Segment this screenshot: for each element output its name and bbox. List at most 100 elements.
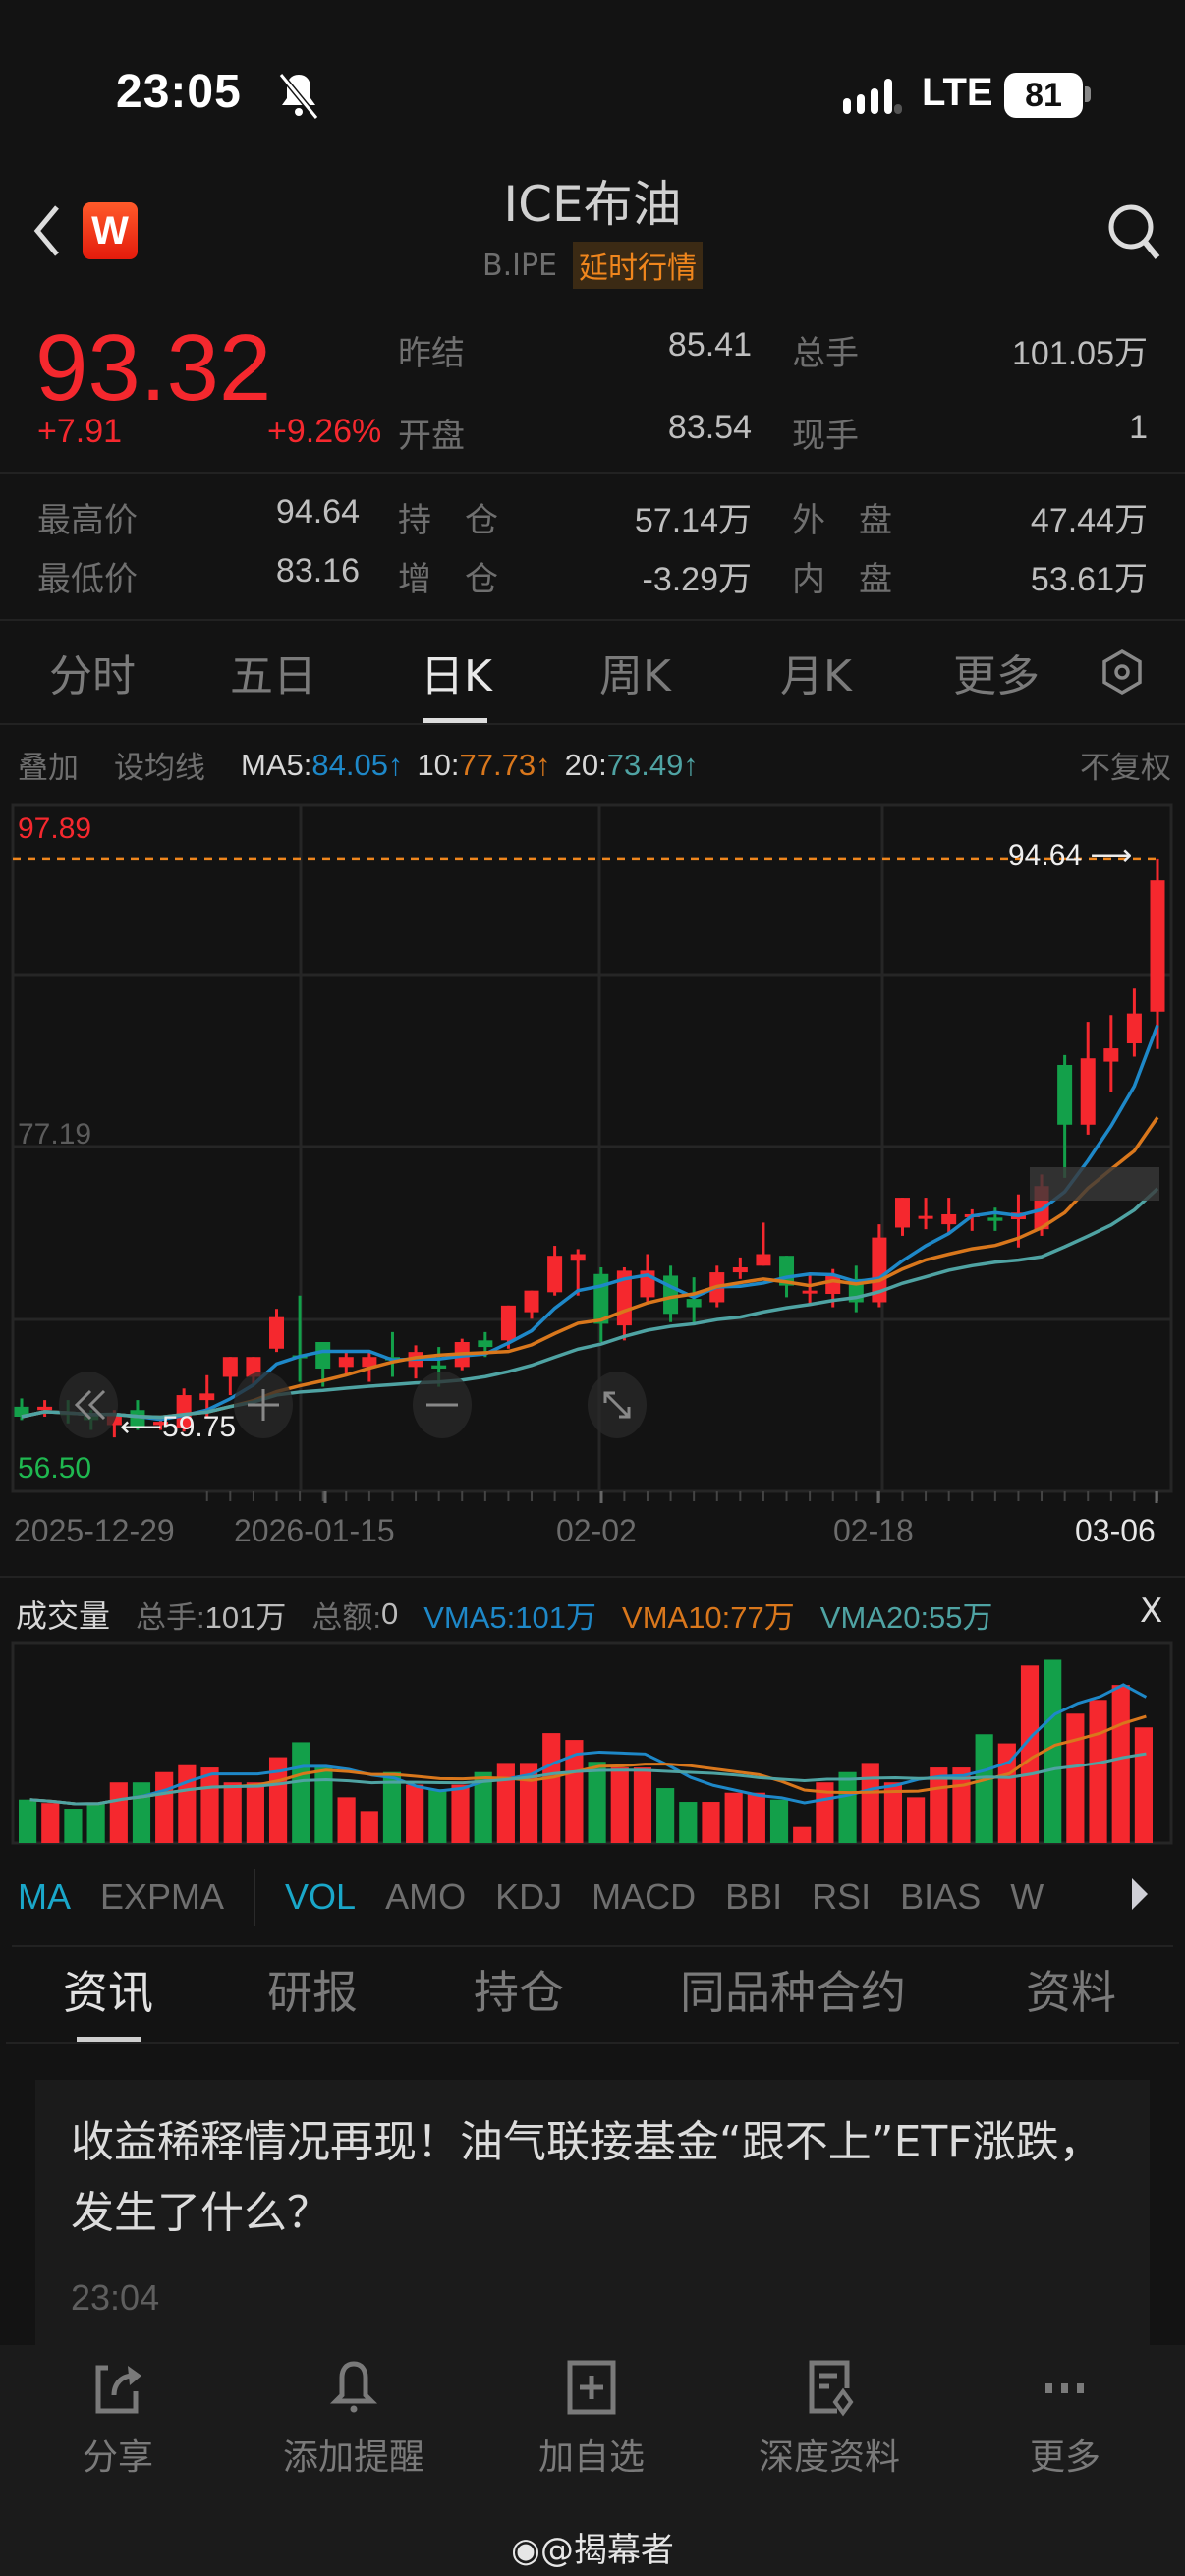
tab-intraday[interactable]: 分时 bbox=[49, 651, 136, 701]
field-label-total-volume: 总手 bbox=[792, 334, 859, 373]
share-button[interactable]: 分享 bbox=[20, 2358, 216, 2480]
add-watchlist-icon bbox=[567, 2360, 616, 2415]
more-icon bbox=[1045, 2383, 1084, 2393]
field-label-oi-change: 增 仓 bbox=[398, 560, 498, 599]
tab-monthly-k[interactable]: 月K bbox=[780, 651, 852, 701]
app-logo[interactable]: W bbox=[83, 202, 138, 259]
fullscreen-button[interactable] bbox=[588, 1372, 647, 1438]
add-watchlist-button[interactable]: 加自选 bbox=[493, 2358, 690, 2480]
tab-daily-k[interactable]: 日K bbox=[421, 651, 492, 701]
vma10-value: VMA10:77万 bbox=[622, 1599, 795, 1635]
deep-data-button[interactable]: 深度资料 bbox=[731, 2358, 928, 2480]
svg-text:56.50: 56.50 bbox=[18, 1452, 91, 1484]
last-price: 93.32 bbox=[35, 315, 272, 420]
date-label: 2026-01-15 bbox=[234, 1513, 395, 1548]
date-label: 02-18 bbox=[833, 1513, 914, 1548]
scroll-left-button[interactable] bbox=[59, 1372, 118, 1438]
status-time: 23:05 bbox=[116, 66, 242, 118]
adjustment-selector[interactable]: 不复权 bbox=[1080, 751, 1171, 786]
overlay-button[interactable]: 叠加 bbox=[18, 751, 79, 785]
news-item[interactable] bbox=[35, 2080, 1150, 2345]
zoom-in-button[interactable] bbox=[234, 1372, 293, 1438]
price-change-pct: +9.26% bbox=[267, 413, 382, 450]
more-actions-button[interactable]: 更多 bbox=[967, 2358, 1163, 2480]
indicator-divider bbox=[12, 1945, 1173, 1947]
ma10-label: 10: bbox=[417, 747, 460, 782]
tab-research[interactable]: 研报 bbox=[267, 1966, 358, 2019]
tab-same-contracts[interactable]: 同品种合约 bbox=[680, 1966, 906, 2019]
subtitle-row: B.IPE 延时行情 bbox=[0, 242, 1185, 289]
indicator-tab-amo[interactable]: AMO bbox=[385, 1876, 467, 1917]
field-label-low: 最低价 bbox=[37, 560, 138, 599]
indicator-tab-kdj[interactable]: KDJ bbox=[495, 1876, 563, 1917]
chart-settings-icon[interactable] bbox=[1099, 648, 1146, 696]
tab-profile[interactable]: 资料 bbox=[1026, 1966, 1116, 2019]
field-label-prev-settle: 昨结 bbox=[398, 334, 465, 373]
indicator-tab-w[interactable]: W bbox=[1010, 1876, 1044, 1917]
field-value-prev-settle: 85.41 bbox=[667, 326, 752, 364]
tab-positions[interactable]: 持仓 bbox=[474, 1966, 564, 2019]
active-tab-indicator bbox=[423, 718, 487, 725]
ma5-label: MA5: bbox=[241, 747, 312, 782]
date-axis: 2025-12-29 2026-01-15 02-02 02-18 03-06 bbox=[0, 1513, 1185, 1552]
watermark-text: @揭幕者 bbox=[539, 2531, 674, 2570]
indicator-tab-vol[interactable]: VOL bbox=[285, 1876, 357, 1917]
tabs-divider bbox=[0, 723, 1185, 725]
ma10-value: 77.73↑ bbox=[459, 747, 551, 782]
add-alert-button[interactable]: 添加提醒 bbox=[255, 2358, 452, 2480]
field-value-current-hand: 1 bbox=[1129, 409, 1148, 446]
back-button[interactable] bbox=[28, 201, 67, 260]
volume-chart bbox=[11, 1641, 1173, 1845]
info-tabs-divider bbox=[6, 2042, 1179, 2044]
volume-header: 成交量 总手: 101万 总额: 0 VMA5:101万 VMA10:77万 V… bbox=[16, 1592, 993, 1637]
weibo-icon: ◉ bbox=[511, 2531, 540, 2570]
indicator-tab-bias[interactable]: BIAS bbox=[900, 1876, 982, 1917]
close-volume-button[interactable]: X bbox=[1140, 1592, 1163, 1631]
report-icon bbox=[809, 2360, 854, 2417]
price-change: +7.91 bbox=[37, 413, 123, 450]
set-ma-button[interactable]: 设均线 bbox=[114, 751, 205, 785]
quote-divider bbox=[0, 472, 1185, 474]
total-amount-label: 总额: bbox=[311, 1599, 381, 1635]
indicator-tab-bbi[interactable]: BBI bbox=[725, 1876, 783, 1917]
search-icon[interactable] bbox=[1104, 200, 1163, 263]
total-amount-value: 0 bbox=[381, 1596, 399, 1631]
field-value-high: 94.64 bbox=[275, 493, 360, 531]
ma20-label: 20: bbox=[564, 747, 607, 782]
bell-muted-icon bbox=[278, 73, 319, 120]
field-label-inner: 内 盘 bbox=[792, 560, 892, 599]
date-label-current: 03-06 bbox=[1075, 1513, 1156, 1548]
total-hand-label: 总手: bbox=[136, 1599, 205, 1635]
tab-more[interactable]: 更多 bbox=[953, 651, 1040, 701]
field-label-current-hand: 现手 bbox=[792, 417, 859, 456]
volume-title: 成交量 bbox=[16, 1598, 111, 1634]
kline-chart[interactable]: 97.89 77.19 56.50 94.64 ⟶ ⟵59.75 bbox=[0, 796, 1185, 1503]
tab-weekly-k[interactable]: 周K bbox=[599, 651, 671, 701]
ma5-value: 84.05↑ bbox=[311, 747, 404, 782]
indicator-tab-ma[interactable]: MA bbox=[18, 1876, 71, 1917]
ma-legend-row: 叠加 设均线 MA5: 84.05↑ 10: 77.73↑ 20: 73.49↑ bbox=[18, 743, 699, 787]
indicator-tab-macd[interactable]: MACD bbox=[592, 1876, 697, 1917]
news-title[interactable]: 收益稀释情况再现！油气联接基金“跟不上”ETF涨跌，发生了什么？ bbox=[71, 2117, 1102, 2238]
deep-data-label: 深度资料 bbox=[758, 2437, 900, 2478]
tab-five-day[interactable]: 五日 bbox=[230, 651, 316, 701]
date-label: 02-02 bbox=[556, 1513, 637, 1548]
share-label: 分享 bbox=[82, 2437, 153, 2478]
battery-indicator: 81 bbox=[1004, 73, 1083, 118]
indicator-tab-rsi[interactable]: RSI bbox=[812, 1876, 872, 1917]
contract-code: B.IPE bbox=[481, 248, 557, 283]
battery-nub bbox=[1085, 86, 1091, 102]
active-info-tab-indicator bbox=[77, 2037, 141, 2044]
field-label-high: 最高价 bbox=[37, 501, 138, 540]
svg-text:94.64 ⟶: 94.64 ⟶ bbox=[1008, 839, 1132, 871]
zoom-out-button[interactable] bbox=[413, 1372, 472, 1438]
vma20-value: VMA20:55万 bbox=[819, 1599, 993, 1635]
field-label-outer: 外 盘 bbox=[792, 501, 892, 540]
indicator-tab-expma[interactable]: EXPMA bbox=[100, 1876, 225, 1917]
indicator-scroll-right-icon[interactable] bbox=[1132, 1878, 1148, 1910]
field-value-oi-change: -3.29万 bbox=[642, 561, 753, 598]
watermark: ◉@揭幕者 bbox=[0, 2523, 1185, 2571]
svg-text:77.19: 77.19 bbox=[18, 1118, 91, 1150]
date-label: 2025-12-29 bbox=[14, 1513, 175, 1548]
tab-news[interactable]: 资讯 bbox=[63, 1966, 153, 2019]
